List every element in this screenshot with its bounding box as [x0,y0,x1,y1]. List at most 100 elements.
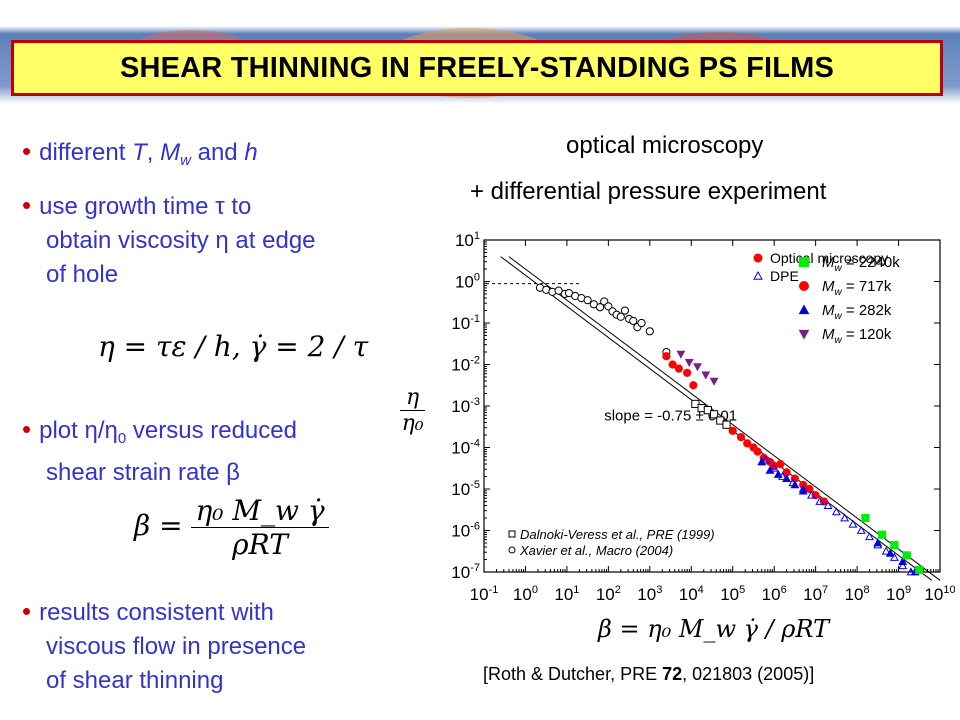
legend-label: Mw = 282k [822,302,892,322]
fit-line [500,256,933,581]
data-point [906,567,916,576]
data-point [769,463,779,472]
equation-lhs: β = [134,509,192,542]
bullet-growth-time: • use growth time τ to obtain viscosity η… [22,190,316,290]
data-point [815,496,825,505]
x-tick-label: 107 [803,584,828,604]
citation: [Roth & Dutcher, PRE 72, 021803 (2005)] [483,664,814,685]
bullet-dot: • [22,414,32,444]
heading-dpe: + differential pressure experiment [470,178,827,205]
data-point [861,513,870,523]
data-point [753,447,762,456]
data-point [819,497,829,506]
var-T: T [132,139,147,166]
data-point [823,500,833,509]
var-h: h [244,139,258,166]
bullet-dot: • [22,136,32,166]
data-point [831,507,841,516]
data-point [865,532,874,541]
data-point [668,360,677,369]
data-point [798,484,808,493]
legend-marker [798,304,810,315]
data-point [689,381,698,390]
legend-label: Xavier et al., Macro (2004) [519,543,673,558]
x-tick-label: 108 [845,584,870,604]
equation-lhs: η = τε / h, [98,330,241,363]
data-point [683,368,692,377]
heading-optical-microscopy: optical microscopy [566,132,764,159]
legend-marker [508,530,516,538]
data-point [662,352,671,361]
data-point [881,546,891,555]
data-point [840,513,850,522]
separator: , [146,139,161,166]
equation-beta: β = η₀ M_w γ̇ ρRT [134,494,329,561]
data-point [645,327,654,336]
conjunction: and [190,139,245,166]
subscript-w: w [180,152,191,169]
equation-viscosity: η = τε / h, γ̇ = 2 / τ [98,330,368,363]
data-point [877,530,887,539]
data-point [674,364,683,373]
data-point [709,377,719,386]
symbol-beta: β [226,459,240,486]
symbol-eta0: η [104,417,118,444]
legend-label: Mw = 2240k [822,254,900,274]
data-point [761,455,771,464]
data-point [889,552,899,561]
equation-rhs: = 2 / τ [266,330,369,363]
x-axis-label: β = η₀ M_w γ̇ / ρRT [598,615,830,643]
x-tick-label: 10-1 [470,584,499,604]
data-point [728,426,737,435]
title-box: SHEAR THINNING IN FREELY-STANDING PS FIL… [11,40,943,96]
data-point [684,359,694,368]
data-point [788,478,798,487]
symbol-eta: η [84,417,98,444]
y-tick-label: 10-2 [451,355,480,375]
data-point [915,565,924,575]
bullet-text: versus reduced [126,417,297,444]
data-point [554,286,563,295]
bullet-text: results consistent with [39,599,274,626]
y-tick-label: 100 [455,272,480,292]
y-tick-label: 10-6 [451,521,480,541]
subscript-0: 0 [117,430,127,447]
legend-label: DPE [770,268,799,284]
x-tick-label: 106 [762,584,787,604]
data-point [701,371,711,380]
legend-marker [753,270,763,280]
legend-label: Mw = 120k [822,326,892,346]
data-point [616,312,625,321]
data-point [595,303,605,312]
y-axis-label: η η₀ [400,385,426,436]
bullet-text: to [224,193,252,220]
data-point [890,540,899,550]
bullet-text: of shear thinning [46,667,224,694]
data-point [693,363,702,372]
fraction-numerator: η₀ M_w γ̇ [191,494,329,528]
x-tick-label: 104 [679,584,704,604]
data-point [902,551,911,560]
data-point [776,460,785,469]
data-point [805,484,814,494]
data-point [811,491,820,500]
symbol-gamma-dot: γ̇ [249,330,267,363]
slash: / [97,417,105,444]
symbol-eta: η [215,227,229,254]
x-tick-label: 101 [554,584,579,604]
y-tick-label: 10-1 [451,313,480,333]
page-title: SHEAR THINNING IN FREELY-STANDING PS FIL… [119,51,835,84]
legend-marker [508,546,516,554]
citation-volume: 72 [662,664,683,684]
data-point [736,433,746,442]
y-tick-label: 10-4 [451,438,480,458]
x-tick-label: 103 [637,584,662,604]
citation-text: , 021803 (2005)] [682,664,815,684]
x-tick-label: 100 [513,584,538,604]
data-point [743,439,752,448]
y-tick-label: 10-5 [451,479,480,499]
legend-marker [798,329,810,340]
data-point [716,416,725,425]
data-point [807,490,816,499]
